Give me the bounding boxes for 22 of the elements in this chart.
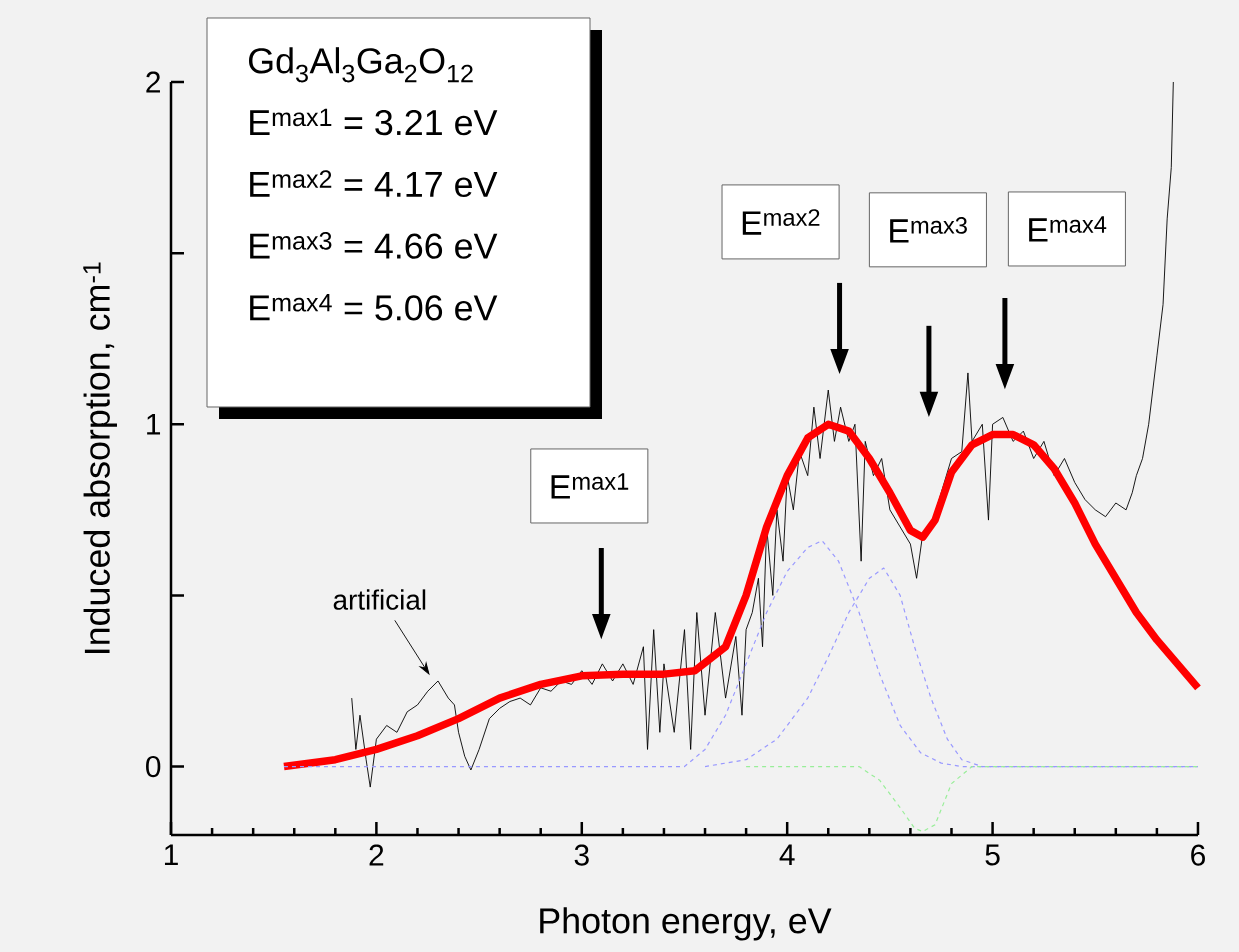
line-series [745, 765, 1199, 833]
y-tick-label: 0 [146, 755, 161, 778]
y-tick-label: 1 [147, 413, 161, 435]
x-tick-label: 4 [779, 844, 795, 866]
annotation: E$^{max3}$ = 4.66 eV [250, 231, 498, 259]
x-tick-label: 5 [985, 844, 1000, 866]
annotation: Gd$_{3}$Al$_{3}$Ga$_{2}$O$_{12}$ [249, 47, 473, 83]
annotation: E$^{max1}$ = 3.21 eV [250, 108, 498, 136]
annotation: E$^{max2}$ [742, 209, 820, 235]
annotation: artificial [333, 589, 426, 610]
x-axis-title: Photon energy, eV [540, 907, 832, 941]
annotation: E$^{max4}$ [1029, 216, 1107, 242]
annotation: E$^{max4}$ = 5.06 eV [250, 293, 498, 321]
y-tick-label: 2 [146, 71, 160, 93]
annotation: E$^{max2}$ = 4.17 eV [250, 170, 498, 198]
annotation: E$^{max3}$ [890, 217, 967, 243]
x-tick-label: 6 [1191, 844, 1205, 866]
x-tick-label: 1 [164, 844, 178, 866]
y-axis-title: Induced absorption, cm$^{-1}$ [83, 262, 117, 654]
annotation: E$^{max1}$ [551, 473, 629, 499]
x-tick-label: 2 [369, 844, 384, 866]
x-tick-label: 3 [574, 844, 589, 866]
